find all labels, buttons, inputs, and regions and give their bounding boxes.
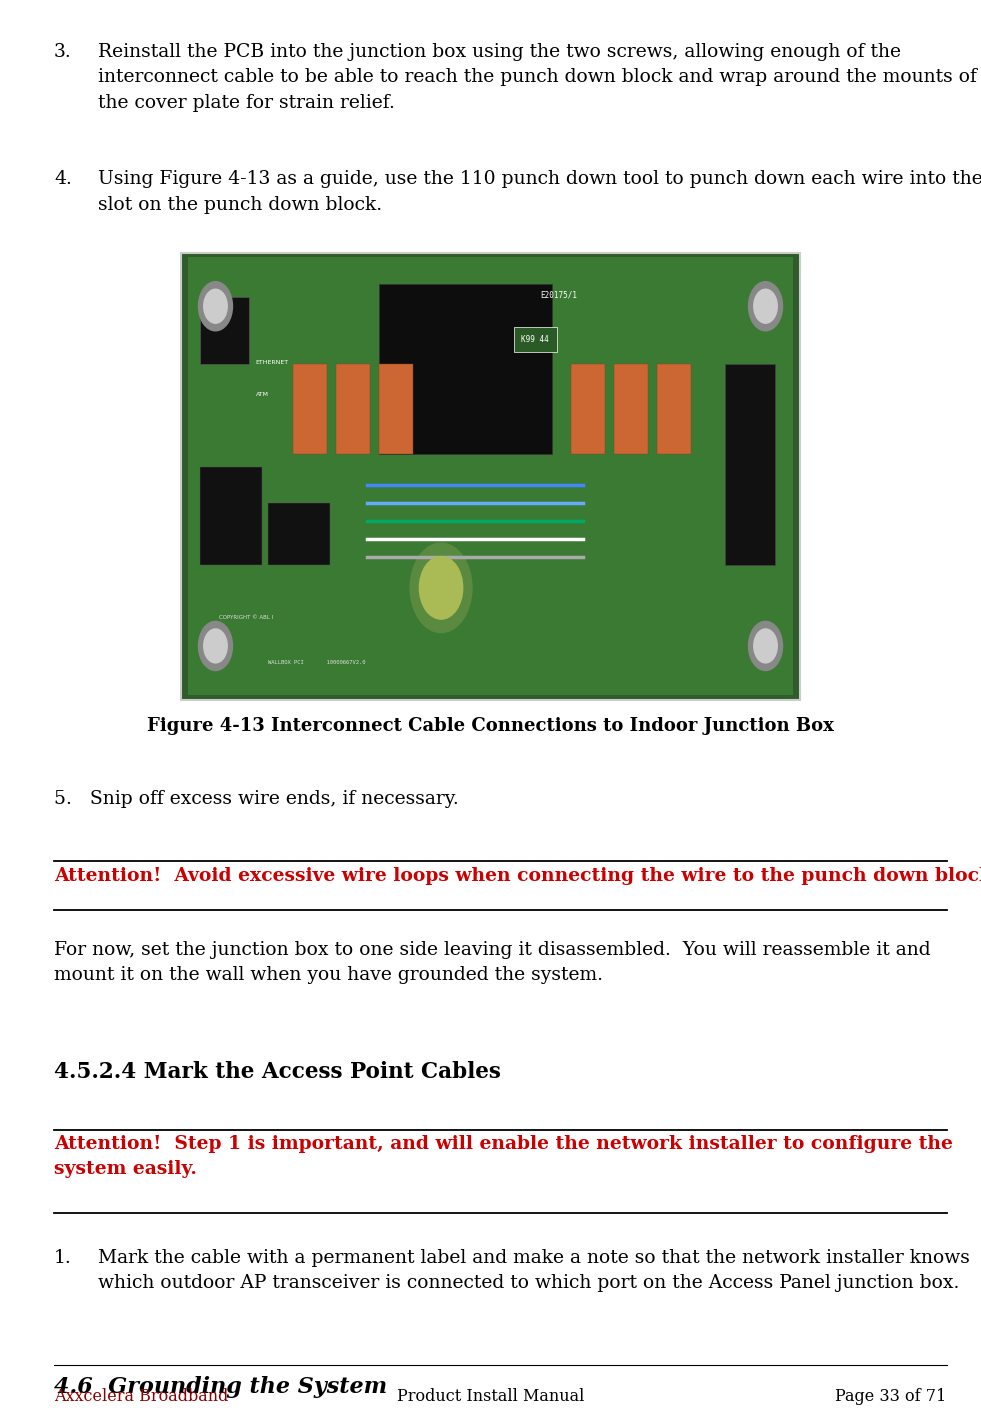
Text: Using Figure 4-13 as a guide, use the 110 punch down tool to punch down each wir: Using Figure 4-13 as a guide, use the 11… bbox=[98, 170, 981, 214]
Circle shape bbox=[753, 629, 777, 663]
FancyBboxPatch shape bbox=[336, 365, 370, 454]
Text: COPYRIGHT © ABL I: COPYRIGHT © ABL I bbox=[219, 614, 273, 620]
Text: E20175/1: E20175/1 bbox=[540, 291, 577, 299]
Text: 1.: 1. bbox=[54, 1249, 72, 1267]
Text: 4.5.2.4 Mark the Access Point Cables: 4.5.2.4 Mark the Access Point Cables bbox=[54, 1061, 501, 1084]
Text: Figure 4-13 Interconnect Cable Connections to Indoor Junction Box: Figure 4-13 Interconnect Cable Connectio… bbox=[147, 717, 834, 735]
Text: Attention!  Step 1 is important, and will enable the network installer to config: Attention! Step 1 is important, and will… bbox=[54, 1135, 953, 1178]
Text: Page 33 of 71: Page 33 of 71 bbox=[836, 1388, 947, 1405]
Text: 4.6  Grounding the System: 4.6 Grounding the System bbox=[54, 1376, 387, 1399]
FancyBboxPatch shape bbox=[571, 365, 605, 454]
Circle shape bbox=[198, 281, 232, 331]
Circle shape bbox=[420, 556, 463, 619]
FancyBboxPatch shape bbox=[187, 257, 794, 695]
FancyBboxPatch shape bbox=[614, 365, 648, 454]
Text: Product Install Manual: Product Install Manual bbox=[396, 1388, 585, 1405]
FancyBboxPatch shape bbox=[657, 365, 692, 454]
FancyBboxPatch shape bbox=[725, 365, 775, 566]
Text: Mark the cable with a permanent label and make a note so that the network instal: Mark the cable with a permanent label an… bbox=[98, 1249, 970, 1293]
Text: 3.: 3. bbox=[54, 43, 72, 61]
FancyBboxPatch shape bbox=[292, 365, 327, 454]
Text: ATM: ATM bbox=[256, 392, 269, 397]
Text: Reinstall the PCB into the junction box using the two screws, allowing enough of: Reinstall the PCB into the junction box … bbox=[98, 43, 977, 112]
Circle shape bbox=[204, 629, 228, 663]
Text: Axxcelera Broadband: Axxcelera Broadband bbox=[54, 1388, 229, 1405]
FancyBboxPatch shape bbox=[268, 502, 330, 566]
Circle shape bbox=[753, 289, 777, 324]
Text: K99 44: K99 44 bbox=[522, 335, 549, 343]
Text: ETHERNET: ETHERNET bbox=[256, 360, 288, 365]
Circle shape bbox=[749, 281, 783, 331]
Circle shape bbox=[410, 543, 472, 633]
Text: WALLBOX PCI       10000667V2.0: WALLBOX PCI 10000667V2.0 bbox=[268, 660, 366, 666]
FancyBboxPatch shape bbox=[200, 298, 249, 365]
Text: Attention!  Avoid excessive wire loops when connecting the wire to the punch dow: Attention! Avoid excessive wire loops wh… bbox=[54, 867, 981, 885]
FancyBboxPatch shape bbox=[380, 365, 413, 454]
FancyBboxPatch shape bbox=[200, 467, 262, 566]
FancyBboxPatch shape bbox=[380, 284, 552, 454]
Circle shape bbox=[204, 289, 228, 324]
Text: For now, set the junction box to one side leaving it disassembled.  You will rea: For now, set the junction box to one sid… bbox=[54, 941, 931, 985]
Circle shape bbox=[749, 622, 783, 671]
Circle shape bbox=[198, 622, 232, 671]
Text: 5.   Snip off excess wire ends, if necessary.: 5. Snip off excess wire ends, if necessa… bbox=[54, 790, 459, 809]
FancyBboxPatch shape bbox=[181, 253, 800, 700]
Text: 4.: 4. bbox=[54, 170, 72, 189]
